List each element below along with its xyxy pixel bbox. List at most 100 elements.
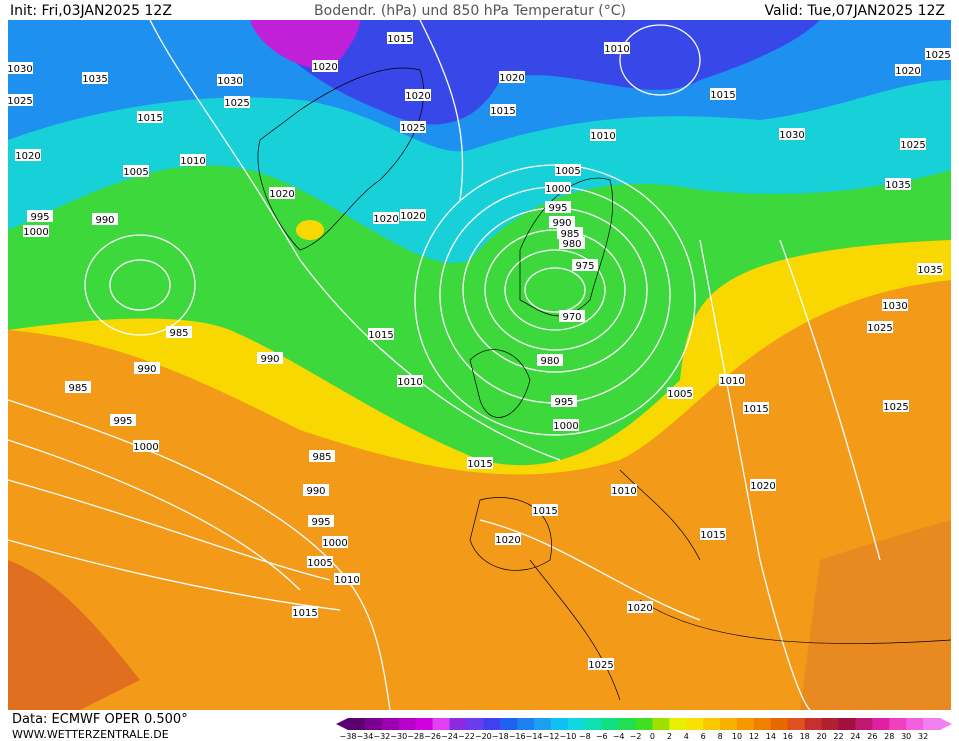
isobar-label: 1020 (750, 481, 775, 492)
colorbar-swatch (449, 718, 467, 730)
isobar-label: 1010 (719, 376, 744, 387)
colorbar-label: −28 (407, 732, 424, 741)
isobar-label-box (710, 88, 736, 100)
colorbar-swatch (737, 718, 755, 730)
colorbar-label: −10 (559, 732, 576, 741)
isobar-label: 1020 (400, 211, 425, 222)
isobar-label: 990 (260, 354, 279, 365)
isobar-label-box (545, 182, 571, 194)
isobar-label-box (82, 72, 108, 84)
isobar-label-box (368, 328, 394, 340)
isobar-label-box (303, 484, 329, 496)
isobar-label-box (750, 479, 776, 491)
isobar-label: 1020 (495, 535, 520, 546)
colorbar-swatch (618, 718, 637, 730)
isobar-label: 990 (95, 215, 114, 226)
colorbar-swatch (364, 718, 383, 730)
colorbar-swatch (466, 718, 484, 730)
colorbar-label: −2 (630, 732, 642, 741)
isobar-label-box (15, 149, 41, 161)
isobar-label: 1030 (217, 76, 242, 87)
isobar-label-box (719, 374, 745, 386)
isobar-label: 980 (540, 356, 559, 367)
isobar-label-box (309, 450, 335, 462)
isobar-label: 1025 (867, 323, 892, 334)
isobar-label-box (667, 387, 693, 399)
isobar-label-box (137, 111, 163, 123)
colorbar-label: 20 (817, 732, 827, 741)
isobar-label-box (925, 48, 951, 60)
colorbar-swatch (415, 718, 434, 730)
isobar-label-box (882, 299, 908, 311)
isobar-label: 1000 (545, 184, 570, 195)
colorbar-swatch (821, 718, 840, 730)
isobar-label-box (334, 573, 360, 585)
isobar-label: 1020 (499, 73, 524, 84)
isobar-label-box (269, 187, 295, 199)
isobar-label-box (7, 62, 33, 74)
isobar-label-box (7, 94, 33, 106)
isobar-label: 1020 (312, 62, 337, 73)
isobar-label: 1020 (269, 189, 294, 200)
isobars (8, 20, 881, 710)
colorbar-label: −16 (509, 732, 526, 741)
isobar-label-box (611, 484, 637, 496)
isobar-label-box (627, 601, 653, 613)
isobar-label-box (292, 606, 318, 618)
colorbar-swatch (923, 718, 941, 730)
colorbar-swatch (753, 718, 772, 730)
isobar-label-box (387, 32, 413, 44)
isobar-label-box (23, 225, 49, 237)
colorbar-label: 4 (684, 732, 689, 741)
isobar-label-box (559, 237, 585, 249)
isobar-label-box (867, 321, 893, 333)
colorbar-label: 16 (783, 732, 793, 741)
isobar-label-box (553, 419, 579, 431)
colorbar: −38 −34 −32 −30 −28 −26 −24 −22 −20 −18 −16 −14 −12−… (336, 718, 952, 741)
colorbar-label: −26 (424, 732, 441, 741)
colorbar-label: −20 (475, 732, 492, 741)
colorbar-label: −34 (356, 732, 373, 741)
isobar-label: 1015 (532, 506, 557, 517)
colorbar-label: 18 (800, 732, 810, 741)
isobar-label-box (604, 42, 630, 54)
isobar-label: 1015 (387, 34, 412, 45)
isobar-label: 1025 (7, 96, 32, 107)
isobar-label-box (308, 515, 334, 527)
isobar-label-box (322, 536, 348, 548)
isobar-label: 995 (113, 416, 132, 427)
colorbar-swatch (534, 718, 552, 730)
isobar-label-box (885, 178, 911, 190)
isobar-label-box (590, 129, 616, 141)
colorbar-swatch (906, 718, 924, 730)
isobar-label: 1020 (15, 151, 40, 162)
isobar-label-box (224, 96, 250, 108)
isobar-label-box (557, 227, 583, 239)
isobar-label: 1015 (467, 459, 492, 470)
init-time: Init: Fri,03JAN2025 12Z (10, 3, 172, 19)
isobar-label-box (257, 352, 283, 364)
isobar-label-box (307, 556, 333, 568)
colorbar-label: −24 (441, 732, 458, 741)
isobar-label-box (27, 210, 53, 222)
isobar-label: 1020 (895, 66, 920, 77)
isobar-label: 980 (562, 239, 581, 250)
isobar-label: 1015 (368, 330, 393, 341)
isobar-label: 1035 (885, 180, 910, 191)
colorbar-label: 14 (766, 732, 776, 741)
isobar-label-box (499, 71, 525, 83)
isobar-label-box (400, 121, 426, 133)
isobar-label: 995 (554, 397, 573, 408)
isobar-label-box (572, 259, 598, 271)
colorbar-swatch (567, 718, 586, 730)
isobar-label-box (549, 216, 575, 228)
isobar-label-box (900, 138, 926, 150)
colorbar-label: −6 (596, 732, 608, 741)
isobar-label: 1025 (588, 660, 613, 671)
isobar-label: 1030 (882, 301, 907, 312)
isobar-label: 1025 (900, 140, 925, 151)
isobar-label-box (551, 395, 577, 407)
colorbar-label: 8 (718, 732, 723, 741)
colorbar-label: −12 (543, 732, 560, 741)
